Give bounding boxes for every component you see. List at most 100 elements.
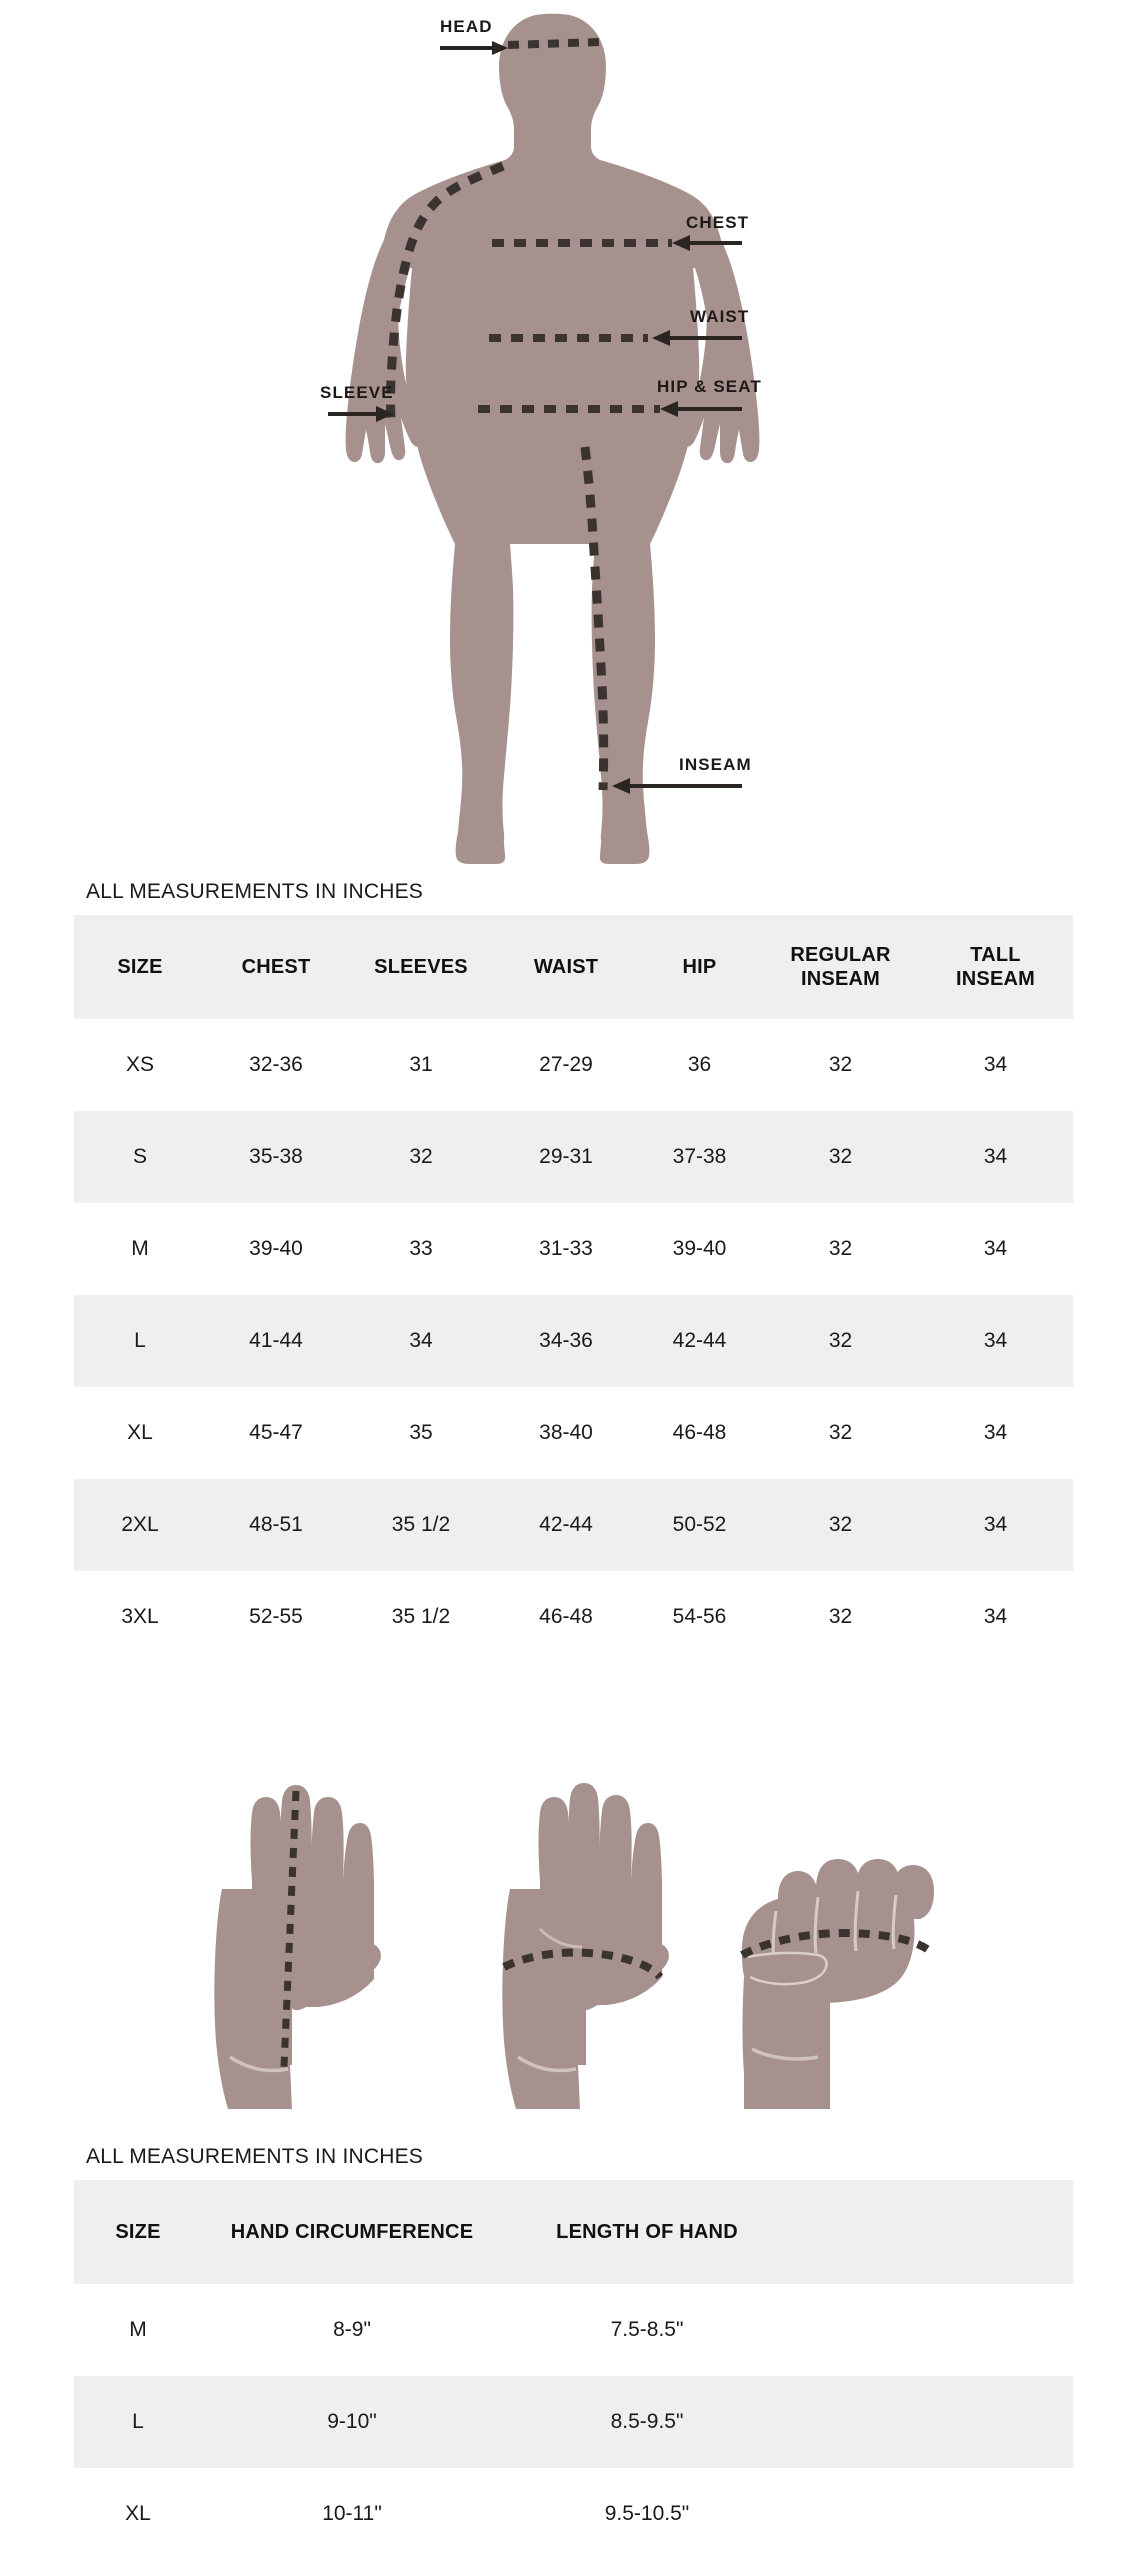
cell-regular-inseam: 32 [763,1295,918,1387]
cell-size: S [74,1111,206,1203]
cell-glove-size: M [74,2284,202,2376]
cell-hip: 54-56 [636,1571,763,1663]
table-row: M 39-40 33 31-33 39-40 32 34 [74,1203,1073,1295]
cell-tall-inseam: 34 [918,1571,1073,1663]
male-silhouette [345,13,760,864]
head-measure-line [507,38,601,49]
cell-regular-inseam: 32 [763,1571,918,1663]
table-row: 3XL 52-55 35 1/2 46-48 54-56 32 34 [74,1571,1073,1663]
cell-size: XS [74,1019,206,1111]
cell-length-of-hand: 8.5-9.5" [502,2376,792,2468]
cell-regular-inseam: 32 [763,1019,918,1111]
glove-size-section: ALL MEASUREMENTS IN INCHES SIZE HAND CIR… [0,2145,1145,2560]
hands-caption-gap [0,2109,1145,2145]
col-header-regular-line2: INSEAM [801,968,880,990]
glove-table-body: M 8-9" 7.5-8.5" L 9-10" 8.5-9.5" XL 10-1… [74,2284,1073,2560]
cell-sleeves: 31 [346,1019,496,1111]
apparel-size-section: ALL MEASUREMENTS IN INCHES SIZE CHEST SL… [0,880,1145,1663]
col-header-tall-line1: TALL [970,943,1021,966]
cell-size: 3XL [74,1571,206,1663]
head-label-arrow [440,41,508,55]
cell-chest: 48-51 [206,1479,346,1571]
cell-glove-spacer [792,2468,1073,2560]
table-row: L 41-44 34 34-36 42-44 32 34 [74,1295,1073,1387]
cell-chest: 35-38 [206,1111,346,1203]
cell-size: M [74,1203,206,1295]
label-hip-seat: HIP & SEAT [657,377,762,396]
glove-table-header-row: SIZE HAND CIRCUMFERENCE LENGTH OF HAND [74,2180,1073,2284]
cell-tall-inseam: 34 [918,1295,1073,1387]
section-spacer [0,1663,1145,1729]
cell-sleeves: 35 1/2 [346,1479,496,1571]
col-header-glove-spacer [792,2180,1073,2284]
apparel-table-header-row: SIZE CHEST SLEEVES WAIST HIP REGULAR INS… [74,915,1073,1019]
label-sleeve: SLEEVE [320,383,394,402]
body-measurement-diagram: HEAD CHEST WAIST HIP & SEAT SLEEVE INSEA… [0,0,1145,880]
cell-waist: 27-29 [496,1019,636,1111]
cell-size: XL [74,1387,206,1479]
cell-hip: 36 [636,1019,763,1111]
inseam-measure-line [580,446,609,791]
col-header-sleeves: SLEEVES [346,915,496,1019]
cell-sleeves: 35 1/2 [346,1571,496,1663]
table-row: XS 32-36 31 27-29 36 32 34 [74,1019,1073,1111]
cell-size: 2XL [74,1479,206,1571]
cell-glove-size: XL [74,2468,202,2560]
cell-tall-inseam: 34 [918,1479,1073,1571]
cell-chest: 41-44 [206,1295,346,1387]
body-figure-svg: HEAD CHEST WAIST HIP & SEAT SLEEVE INSEA… [320,13,762,864]
col-header-size: SIZE [74,915,206,1019]
cell-waist: 46-48 [496,1571,636,1663]
cell-hand-circumference: 8-9" [202,2284,502,2376]
palm-circumference-measure-line [502,1948,664,1980]
apparel-measurements-note: ALL MEASUREMENTS IN INCHES [86,880,423,903]
cell-glove-size: L [74,2376,202,2468]
apparel-table-wrapper: SIZE CHEST SLEEVES WAIST HIP REGULAR INS… [0,915,1145,1663]
cell-waist: 38-40 [496,1387,636,1479]
hand-back-view [214,1785,381,2109]
chest-label-arrow [672,235,742,251]
cell-waist: 31-33 [496,1203,636,1295]
fist-circumference-measure-line [740,1929,935,1959]
cell-length-of-hand: 9.5-10.5" [502,2468,792,2560]
cell-tall-inseam: 34 [918,1111,1073,1203]
label-chest: CHEST [686,213,749,232]
cell-tall-inseam: 34 [918,1203,1073,1295]
hand-fist-view [740,1859,935,2109]
cell-regular-inseam: 32 [763,1111,918,1203]
cell-sleeves: 32 [346,1111,496,1203]
waist-label-arrow [652,330,742,346]
glove-size-table: SIZE HAND CIRCUMFERENCE LENGTH OF HAND M… [74,2180,1073,2560]
cell-chest: 45-47 [206,1387,346,1479]
col-header-tall-inseam: TALL INSEAM [918,915,1073,1019]
cell-hip: 37-38 [636,1111,763,1203]
cell-glove-spacer [792,2376,1073,2468]
label-waist: WAIST [690,307,749,326]
table-row: 2XL 48-51 35 1/2 42-44 50-52 32 34 [74,1479,1073,1571]
cell-chest: 52-55 [206,1571,346,1663]
glove-table-wrapper: SIZE HAND CIRCUMFERENCE LENGTH OF HAND M… [0,2180,1145,2560]
col-header-waist: WAIST [496,915,636,1019]
hand-measurement-diagram [0,1729,1145,2109]
cell-chest: 39-40 [206,1203,346,1295]
cell-glove-spacer [792,2284,1073,2376]
col-header-hand-circumference: HAND CIRCUMFERENCE [202,2180,502,2284]
cell-hip: 39-40 [636,1203,763,1295]
sleeve-label-arrow [328,406,394,422]
cell-regular-inseam: 32 [763,1203,918,1295]
cell-sleeves: 33 [346,1203,496,1295]
col-header-length-of-hand: LENGTH OF HAND [502,2180,792,2284]
hand-palm-view [502,1783,669,2109]
col-header-regular-line1: REGULAR [790,943,891,966]
cell-hip: 42-44 [636,1295,763,1387]
cell-tall-inseam: 34 [918,1019,1073,1111]
cell-regular-inseam: 32 [763,1387,918,1479]
col-header-tall-line2: INSEAM [956,968,1035,990]
cell-regular-inseam: 32 [763,1479,918,1571]
inseam-label-arrow [612,778,742,794]
sleeve-measure-line [386,161,505,429]
table-row: S 35-38 32 29-31 37-38 32 34 [74,1111,1073,1203]
apparel-table-body: XS 32-36 31 27-29 36 32 34 S 35-38 32 29… [74,1019,1073,1663]
cell-sleeves: 34 [346,1295,496,1387]
col-header-hip: HIP [636,915,763,1019]
